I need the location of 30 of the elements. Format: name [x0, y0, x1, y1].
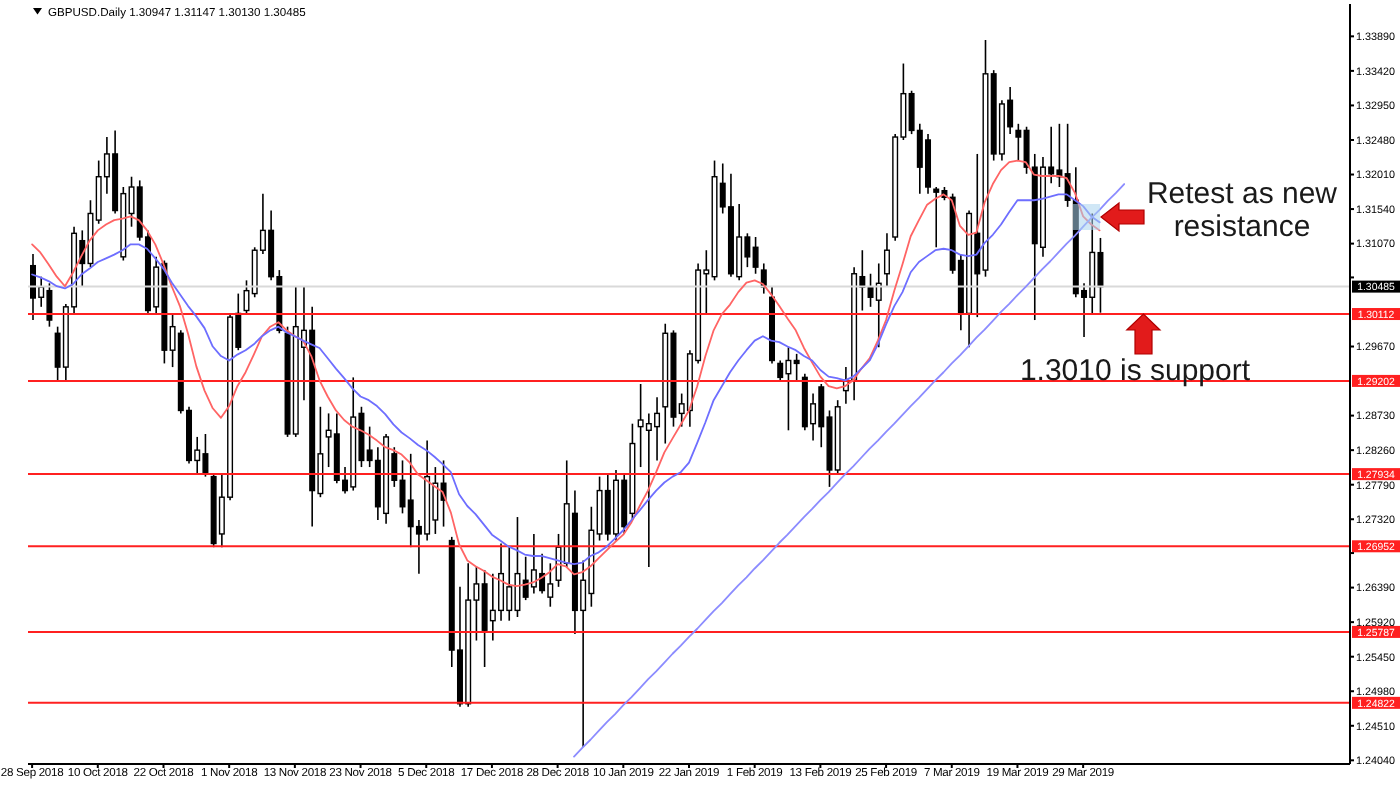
candlestick: [883, 232, 890, 288]
candlestick: [481, 569, 488, 668]
candlestick: [752, 236, 759, 275]
candlestick: [407, 453, 414, 548]
candlestick: [1097, 237, 1104, 314]
candlestick: [793, 353, 800, 382]
annotation: Retest as new resistance: [1146, 177, 1338, 244]
candlestick: [933, 186, 940, 249]
candlestick: [514, 516, 521, 618]
candlestick: [498, 542, 505, 622]
candlestick: [736, 203, 743, 282]
candlestick: [46, 282, 53, 328]
annotation: 1.3010 is support: [1019, 354, 1252, 388]
candlestick: [530, 533, 537, 595]
candlestick: [333, 412, 340, 485]
candlestick: [777, 359, 784, 382]
candlestick: [645, 412, 652, 568]
candlestick: [202, 433, 209, 478]
candlestick: [506, 546, 513, 622]
candlestick: [30, 253, 36, 321]
candlestick: [547, 562, 554, 608]
candlestick: [925, 133, 932, 195]
candlestick: [785, 346, 792, 432]
candlestick: [1015, 123, 1022, 162]
candlestick: [432, 466, 439, 535]
candlestick: [1089, 212, 1096, 315]
candlestick: [604, 472, 611, 542]
candlestick: [654, 396, 661, 462]
candlestick: [489, 572, 496, 642]
candlestick: [637, 383, 644, 468]
